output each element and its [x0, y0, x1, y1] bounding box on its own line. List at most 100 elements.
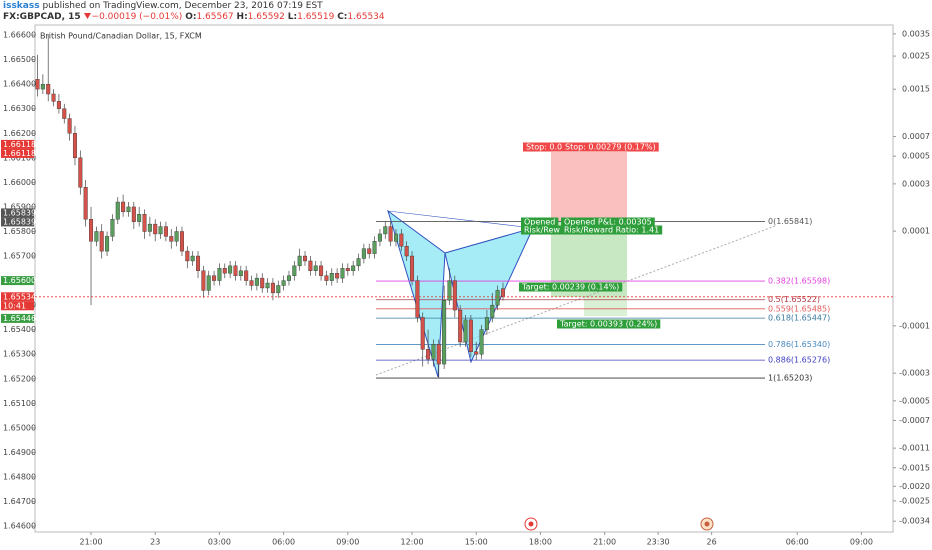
fib-label: 0.5(1.65522) — [768, 295, 820, 304]
fib-label: 0.886(1.65276) — [768, 356, 830, 365]
candle-body — [46, 83, 51, 95]
candle-body — [324, 275, 329, 281]
position-label-bg — [561, 225, 663, 235]
candle-body — [447, 280, 452, 301]
candle-body — [78, 157, 83, 188]
x-tick-label: 03:00 — [208, 538, 231, 547]
candle-body — [131, 206, 136, 222]
y2-tick-label: -0.0015 — [899, 463, 930, 472]
candle-body — [206, 275, 211, 291]
position-label-bg — [561, 217, 655, 227]
y-tick-label: 1.65200 — [3, 374, 36, 383]
candle-body — [383, 226, 388, 235]
countdown: 10:41 — [3, 301, 26, 310]
x-tick-label: 06:00 — [786, 538, 809, 547]
l-prefix: L: — [287, 12, 298, 22]
candle-body — [163, 226, 168, 237]
change: −0.00019 (−0.01%) — [91, 12, 183, 22]
y-tick-label: 1.66300 — [3, 104, 36, 113]
price-tag — [1, 313, 34, 323]
trend-line — [375, 225, 776, 376]
candle-body — [372, 241, 377, 254]
symbol-line: FX:GBPCAD, 15 −0.00019 (−0.01%) O:1.6556… — [3, 12, 385, 23]
price-tag — [1, 276, 34, 286]
candle-body — [169, 236, 174, 242]
x-tick-label: 23:30 — [647, 538, 670, 547]
candle-body — [190, 255, 195, 262]
y-tick-label: 1.64600 — [3, 522, 36, 531]
candle-body — [297, 255, 302, 267]
y-tick-label: 1.65800 — [3, 227, 36, 236]
candle-body — [458, 309, 463, 343]
position-label: Risk/Reward Ratio: 1.41 — [564, 226, 659, 235]
candle-body — [356, 258, 361, 267]
author[interactable]: isskass — [3, 1, 40, 11]
position-label-bg — [519, 282, 623, 292]
candle-body — [105, 236, 110, 252]
candle-body — [452, 280, 457, 311]
x-tick-label: 12:00 — [400, 538, 423, 547]
position-label-bg — [521, 217, 559, 227]
position-label-bg — [523, 142, 566, 152]
candle-body — [153, 223, 158, 235]
candle-body — [270, 282, 275, 294]
position-label: Opened — [524, 218, 555, 227]
candle-body — [308, 260, 313, 271]
candle-body — [479, 329, 484, 355]
x-tick-label: 26 — [707, 538, 717, 547]
candle-body — [89, 219, 94, 242]
publish-line: isskass published on TradingView.com, De… — [3, 1, 323, 12]
price-tag-label: 1.65839 — [3, 208, 36, 217]
header: isskass published on TradingView.com, De… — [3, 0, 928, 24]
candle-body — [238, 270, 243, 276]
candle-body — [222, 268, 227, 274]
candle-body — [415, 280, 420, 318]
y-tick-label: 1.65100 — [3, 399, 36, 408]
event-icon[interactable] — [700, 517, 714, 531]
candle-body — [201, 270, 206, 291]
pattern-xd — [387, 210, 534, 229]
candle-body — [404, 246, 409, 257]
candle-body — [212, 275, 217, 281]
candle-body — [40, 83, 45, 90]
y2-tick-label: 0.0005 — [902, 152, 930, 161]
y2-tick-label: 0.0007 — [902, 132, 930, 141]
candle-body — [254, 277, 259, 286]
position-label-bg — [562, 142, 659, 152]
event-icon[interactable] — [524, 517, 538, 531]
y-tick-label: 1.65900 — [3, 202, 36, 211]
position-label: Stop: 0.00279 (0.17%) — [565, 143, 656, 152]
candle-body — [276, 285, 281, 294]
y2-tick-label: 0.0035 — [902, 29, 930, 38]
candle-body — [244, 270, 249, 281]
fib-label: 1(1.65203) — [768, 374, 812, 383]
candle-body — [426, 349, 431, 360]
price-tag — [1, 292, 34, 302]
y-tick-label: 1.65700 — [3, 252, 36, 261]
y2-tick-label: -0.0011 — [899, 444, 930, 453]
x-tick-label: 09:00 — [336, 538, 359, 547]
open-value: 1.65567 — [196, 12, 234, 22]
candle-body — [500, 288, 505, 297]
stop-zone — [551, 152, 627, 222]
candle-body — [233, 265, 238, 276]
y2-tick-label: -0.0025 — [899, 496, 930, 505]
candle-body — [313, 265, 318, 271]
candle-body — [137, 214, 142, 222]
published: published on TradingView.com, December 2… — [42, 1, 323, 11]
candle-body — [83, 187, 88, 220]
h-prefix: H: — [236, 12, 248, 22]
price-tag-label: 1.66118 — [3, 149, 36, 158]
candle-body — [463, 319, 468, 343]
candle-body — [147, 223, 152, 232]
position-label: Target: 0.00239 (0.14%) — [521, 283, 619, 292]
candle-body — [388, 226, 393, 242]
close-value: 1.65534 — [347, 12, 385, 22]
low-value: 1.65519 — [297, 12, 335, 22]
fib-label: 0.559(1.65485) — [768, 304, 830, 313]
x-tick-label: 21:00 — [593, 538, 616, 547]
x-tick-label: 21:00 — [79, 538, 102, 547]
fib-label: 0.618(1.65447) — [768, 314, 830, 323]
fib-label: 0.382(1.65598) — [768, 277, 830, 286]
